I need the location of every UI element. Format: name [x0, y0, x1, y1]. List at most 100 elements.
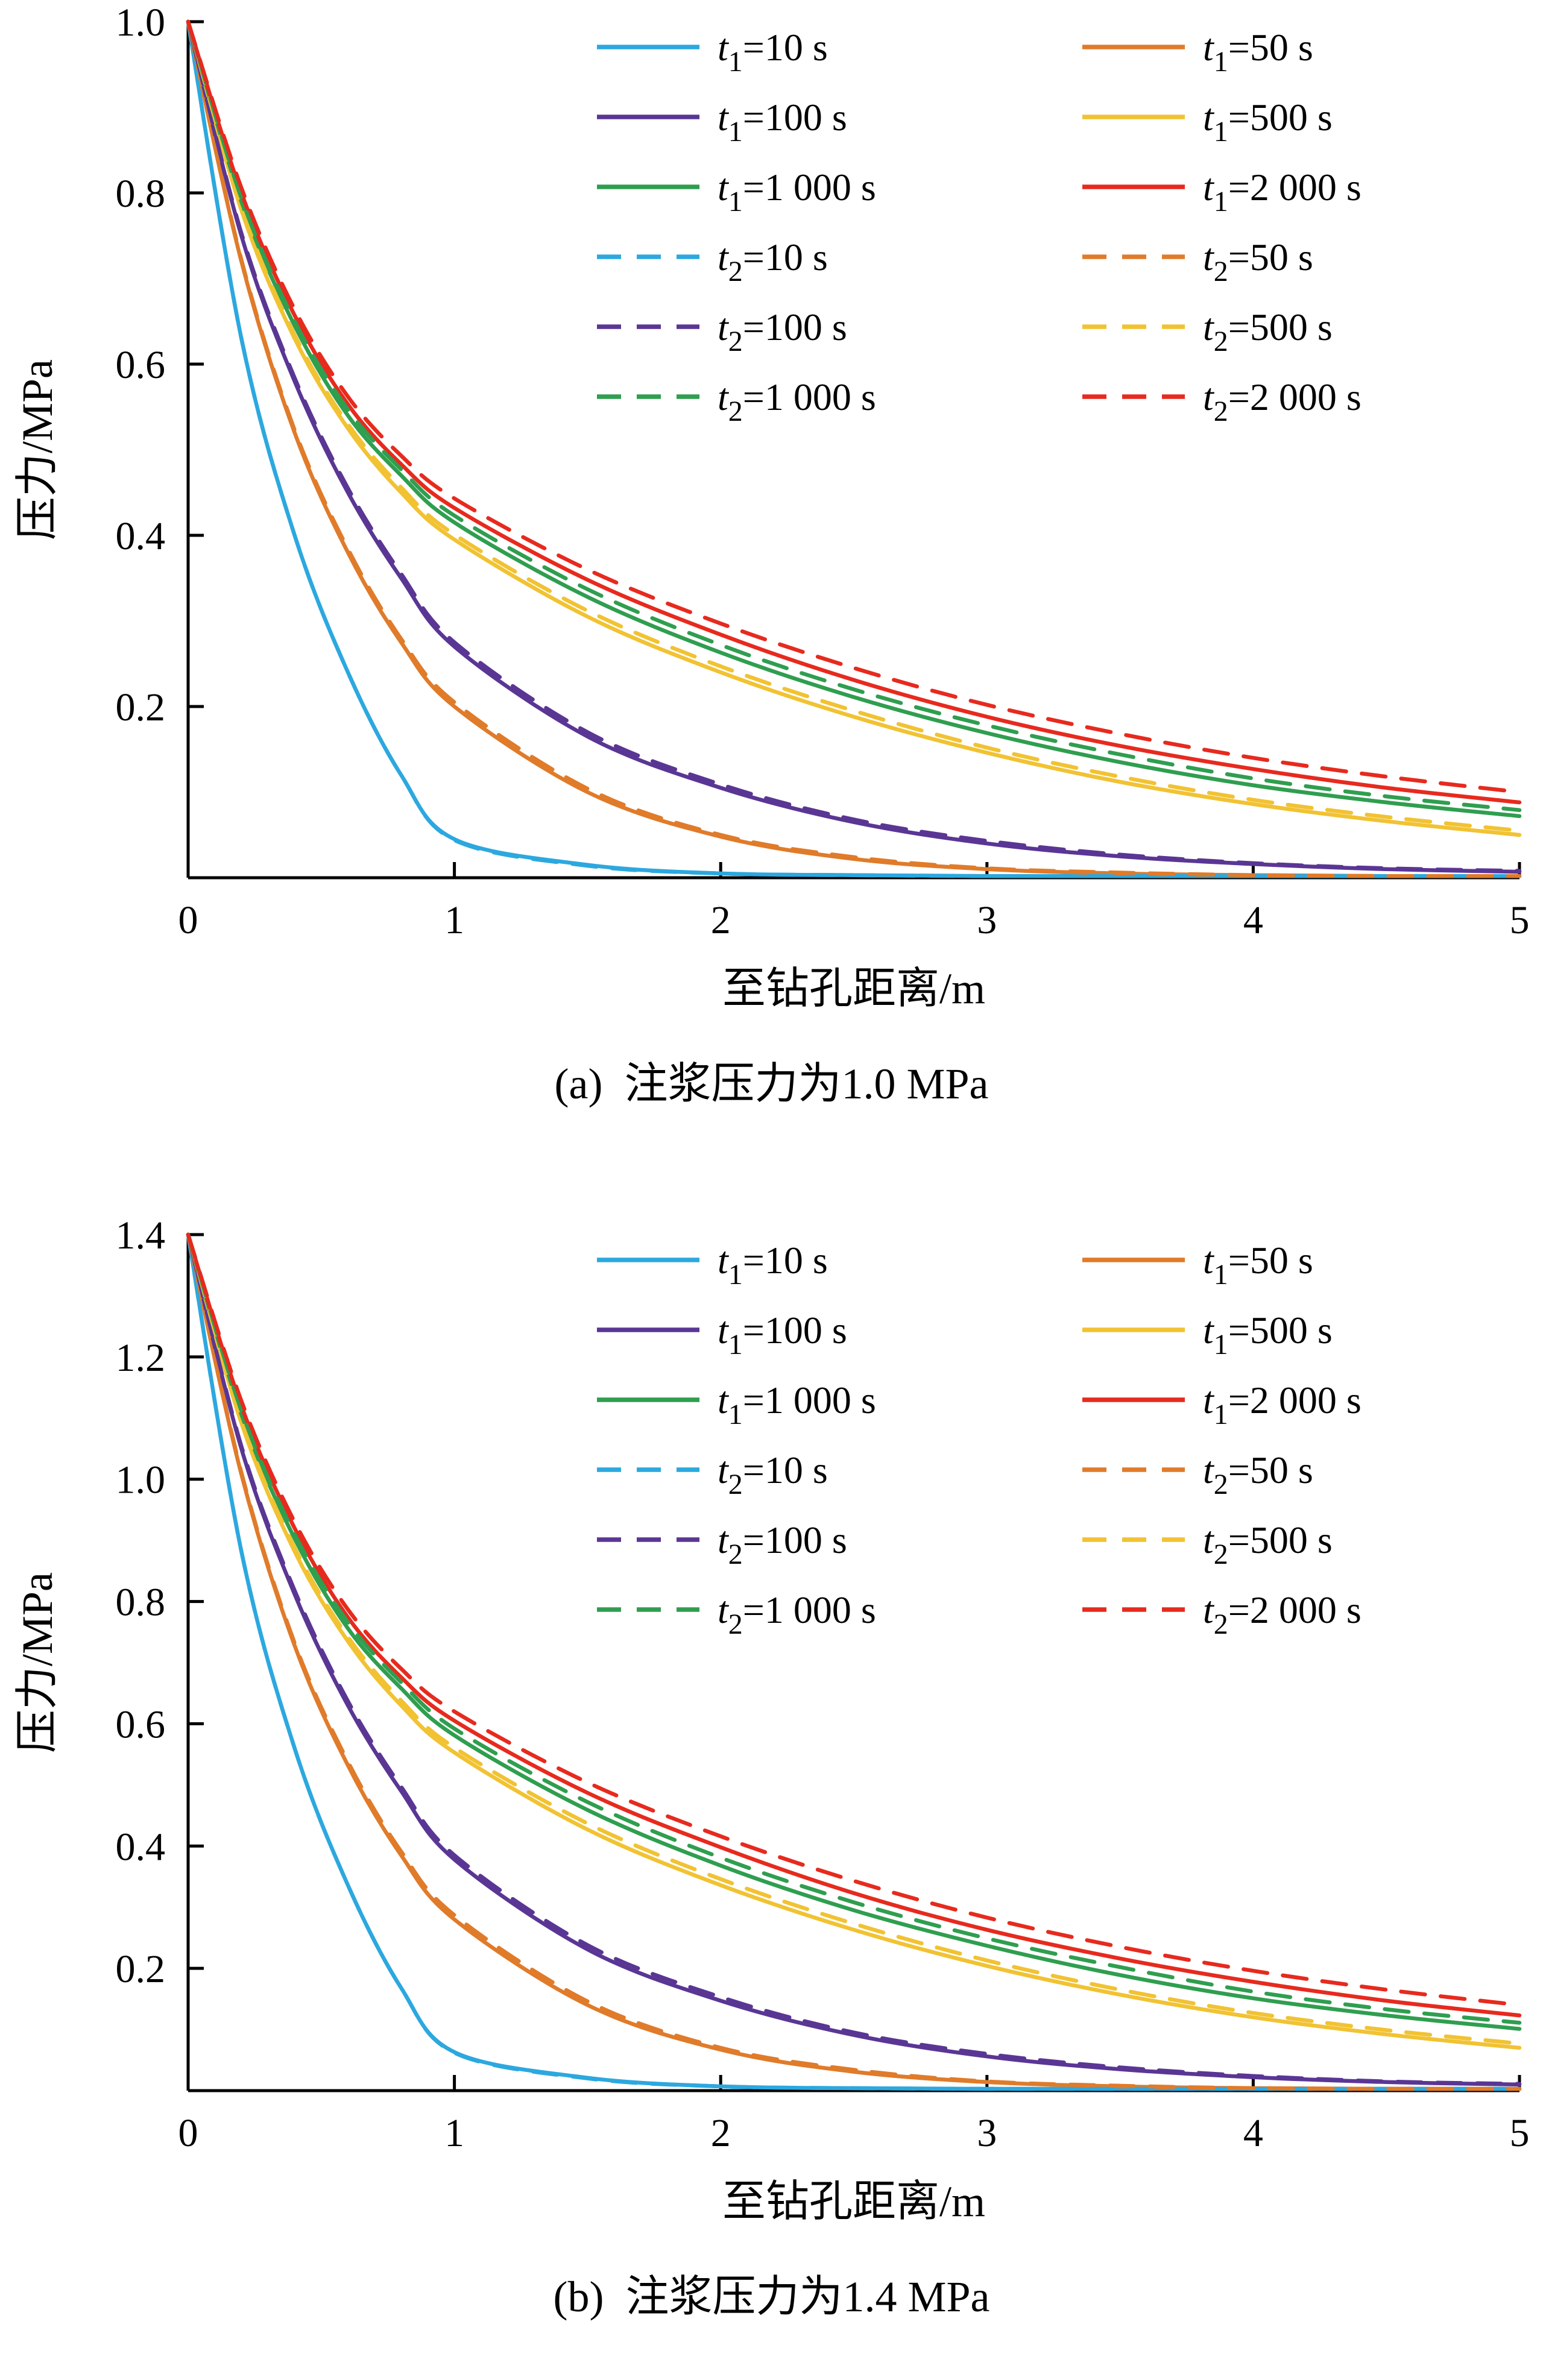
legend-item-t2-100s: t2=100 s [597, 306, 847, 357]
legend-label-t2-1000s: t2=1 000 s [718, 376, 876, 427]
chart-a-caption: (a) 注浆压力为1.0 MPa [554, 1060, 989, 1108]
legend-item-t2-50s: t2=50 s [1082, 1449, 1313, 1500]
x-tick-label: 5 [1510, 898, 1530, 942]
legend-item-t1-500s: t1=500 s [1082, 96, 1333, 148]
legend-item-t1-50s: t1=50 s [1082, 26, 1313, 78]
series-line-t2-50s [186, 1232, 1522, 2091]
series-line-t2-2000s [186, 19, 1522, 795]
legend-item-t1-2000s: t1=2 000 s [1082, 166, 1362, 218]
legend-item-t1-1000s: t1=1 000 s [597, 1379, 876, 1431]
legend-item-t1-1000s: t1=1 000 s [597, 166, 876, 218]
x-tick-label: 4 [1243, 2111, 1263, 2155]
x-tick-label: 3 [977, 2111, 997, 2155]
x-tick-label: 1 [444, 898, 464, 942]
legend-label-t2-2000s: t2=2 000 s [1203, 376, 1362, 427]
y-tick-label: 0.8 [116, 1581, 166, 1625]
series-line-t1-100s [186, 1232, 1522, 2087]
x-axis-title: 至钻孔距离/m [722, 2177, 985, 2226]
legend-label-t1-1000s: t1=1 000 s [718, 166, 876, 218]
legend-item-t1-10s: t1=10 s [597, 26, 828, 78]
y-tick-label: 0.8 [116, 172, 166, 216]
x-tick-label: 4 [1243, 898, 1263, 942]
legend-label-t2-50s: t2=50 s [1203, 1449, 1313, 1500]
legend-label-t2-100s: t2=100 s [718, 1519, 847, 1570]
series-line-t1-1000s [186, 1232, 1522, 2031]
legend-label-t2-50s: t2=50 s [1203, 236, 1313, 288]
y-tick-label: 1.4 [116, 1217, 166, 1258]
legend-item-t1-10s: t1=10 s [597, 1239, 828, 1291]
legend-label-t2-1000s: t2=1 000 s [718, 1588, 876, 1640]
series-line-t2-500s [186, 19, 1522, 833]
y-tick-label: 0.4 [116, 1825, 166, 1869]
legend-label-t1-2000s: t1=2 000 s [1203, 166, 1362, 218]
chart-a-figure: 0.2 0.4 0.6 0.8 1.0 0 1 2 3 4 5 至钻孔距离/m 压力/MPa t1=10 … [0, 4, 1543, 1111]
series-line-t1-500s [186, 19, 1522, 837]
y-tick-label: 0.2 [116, 1947, 166, 1991]
legend-label-t1-500s: t1=500 s [1203, 96, 1333, 148]
series-line-t2-1000s [186, 19, 1522, 813]
y-axis-title: 压力/MPa [13, 1572, 62, 1753]
y-tick-label: 0.2 [116, 685, 166, 729]
legend-item-t1-100s: t1=100 s [597, 96, 847, 148]
chart-b-canvas: 0.2 0.4 0.6 0.8 1.0 1.2 1.4 0 1 2 3 4 5 至钻孔距离/m 压力/MPa… [13, 1217, 1530, 2226]
series-line-t1-2000s [186, 19, 1522, 805]
legend-label-t2-10s: t2=10 s [718, 236, 828, 288]
series-line-t2-500s [186, 1232, 1522, 2046]
legend-item-t2-1000s: t2=1 000 s [597, 376, 876, 427]
y-tick-label: 1.0 [116, 4, 166, 45]
legend-item-t2-2000s: t2=2 000 s [1082, 376, 1362, 427]
legend-label-t2-100s: t2=100 s [718, 306, 847, 357]
series-line-t2-100s [186, 19, 1522, 873]
legend-label-t1-10s: t1=10 s [718, 1239, 828, 1291]
y-tick-label: 0.6 [116, 343, 166, 387]
legend-label-t1-2000s: t1=2 000 s [1203, 1379, 1362, 1431]
legend-item-t2-500s: t2=500 s [1082, 306, 1333, 357]
x-tick-label: 3 [977, 898, 997, 942]
chart-a-canvas: 0.2 0.4 0.6 0.8 1.0 0 1 2 3 4 5 至钻孔距离/m 压力/MPa t1=10 … [13, 4, 1530, 1013]
y-tick-label: 0.6 [116, 1702, 166, 1746]
legend-item-t1-2000s: t1=2 000 s [1082, 1379, 1362, 1431]
x-tick-label: 0 [178, 2111, 198, 2155]
legend-label-t2-10s: t2=10 s [718, 1449, 828, 1500]
y-tick-label: 1.0 [116, 1458, 166, 1502]
series-line-t1-500s [186, 1232, 1522, 2050]
legend-item-t2-10s: t2=10 s [597, 236, 828, 288]
legend-label-t2-2000s: t2=2 000 s [1203, 1588, 1362, 1640]
series-line-t1-100s [186, 19, 1522, 874]
legend-label-t1-500s: t1=500 s [1203, 1309, 1333, 1361]
series-line-t1-2000s [186, 1232, 1522, 2018]
chart-b-figure: 0.2 0.4 0.6 0.8 1.0 1.2 1.4 0 1 2 3 4 5 至钻孔距离/m 压力/MPa… [0, 1217, 1543, 2324]
series-line-t2-100s [186, 1232, 1522, 2086]
chart-b-caption: (b) 注浆压力为1.4 MPa [553, 2273, 990, 2321]
series-line-t2-10s [186, 19, 1522, 878]
series-line-t1-1000s [186, 19, 1522, 819]
y-tick-label: 1.2 [116, 1336, 166, 1380]
x-tick-label: 0 [178, 898, 198, 942]
y-axis-title: 压力/MPa [13, 359, 62, 540]
x-axis-title: 至钻孔距离/m [722, 965, 985, 1013]
legend-item-t1-100s: t1=100 s [597, 1309, 847, 1361]
x-tick-label: 2 [711, 2111, 731, 2155]
series-line-t2-50s [186, 19, 1522, 878]
legend-label-t2-500s: t2=500 s [1203, 1519, 1333, 1570]
legend-label-t1-100s: t1=100 s [718, 96, 847, 148]
series-line-t2-2000s [186, 1232, 1522, 2007]
legend-item-t2-10s: t2=10 s [597, 1449, 828, 1500]
x-tick-label: 2 [711, 898, 731, 942]
legend-label-t1-50s: t1=50 s [1203, 26, 1313, 78]
legend-label-t1-100s: t1=100 s [718, 1309, 847, 1361]
legend-item-t1-50s: t1=50 s [1082, 1239, 1313, 1291]
legend-item-t2-50s: t2=50 s [1082, 236, 1313, 288]
x-tick-label: 1 [444, 2111, 464, 2155]
legend-label-t2-500s: t2=500 s [1203, 306, 1333, 357]
legend-label-t1-1000s: t1=1 000 s [718, 1379, 876, 1431]
legend-item-t2-100s: t2=100 s [597, 1519, 847, 1570]
legend-label-t1-50s: t1=50 s [1203, 1239, 1313, 1291]
series-line-t2-1000s [186, 1232, 1522, 2025]
x-tick-label: 5 [1510, 2111, 1530, 2155]
legend-label-t1-10s: t1=10 s [718, 26, 828, 78]
legend-item-t2-2000s: t2=2 000 s [1082, 1588, 1362, 1640]
legend-item-t1-500s: t1=500 s [1082, 1309, 1333, 1361]
y-tick-label: 0.4 [116, 514, 166, 558]
